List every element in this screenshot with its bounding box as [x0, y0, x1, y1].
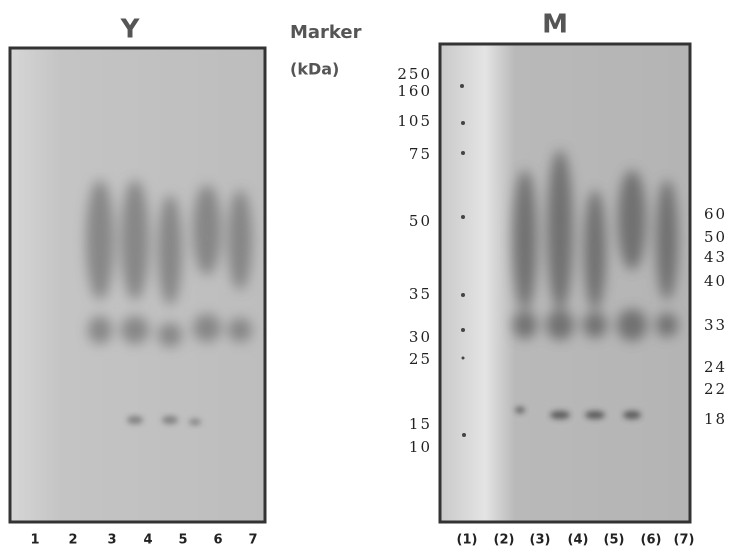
band-label: 22 — [704, 380, 727, 398]
panel-title: M — [542, 10, 568, 40]
band-label: 43 — [704, 248, 727, 266]
marker-label: 105 — [397, 112, 432, 130]
marker-unit: (kDa) — [290, 60, 339, 79]
lane-label: (4) — [568, 533, 589, 548]
marker-dots — [460, 84, 466, 437]
lane-label: 3 — [107, 533, 116, 548]
lane-label: (6) — [641, 533, 662, 548]
band-label: 40 — [704, 272, 727, 290]
lane-label: (5) — [604, 533, 625, 548]
band-label: 33 — [704, 316, 727, 334]
lane-label: (1) — [457, 533, 478, 548]
marker-label: 10 — [409, 438, 432, 456]
marker-label: 160 — [397, 82, 432, 100]
marker-label: 15 — [409, 415, 432, 433]
lane-label: 5 — [178, 533, 187, 548]
band-label: 50 — [704, 228, 727, 246]
marker-label: 35 — [409, 285, 432, 303]
lane-label: (3) — [530, 533, 551, 548]
marker-label: 75 — [409, 145, 432, 163]
marker-label: 250 — [397, 65, 432, 83]
lane-label: 2 — [68, 533, 77, 548]
lane-label: 7 — [248, 533, 257, 548]
lane-label: (2) — [494, 533, 515, 548]
band-label: 18 — [704, 410, 727, 428]
gel-left — [8, 46, 267, 524]
marker-title: Marker — [290, 22, 362, 43]
band-label: 60 — [704, 205, 727, 223]
lane-label: (7) — [674, 533, 695, 548]
lane-label: 1 — [30, 533, 39, 548]
marker-label: 30 — [409, 328, 432, 346]
lane-label: 4 — [143, 533, 152, 548]
marker-label: 50 — [409, 212, 432, 230]
gel-right — [438, 42, 692, 524]
lane-label: 6 — [213, 533, 222, 548]
labels: 2501601057550353025151060504340332422181… — [30, 65, 727, 548]
marker-label: 25 — [409, 350, 432, 368]
band-label: 24 — [704, 358, 727, 376]
panel-title: Y — [120, 15, 141, 45]
